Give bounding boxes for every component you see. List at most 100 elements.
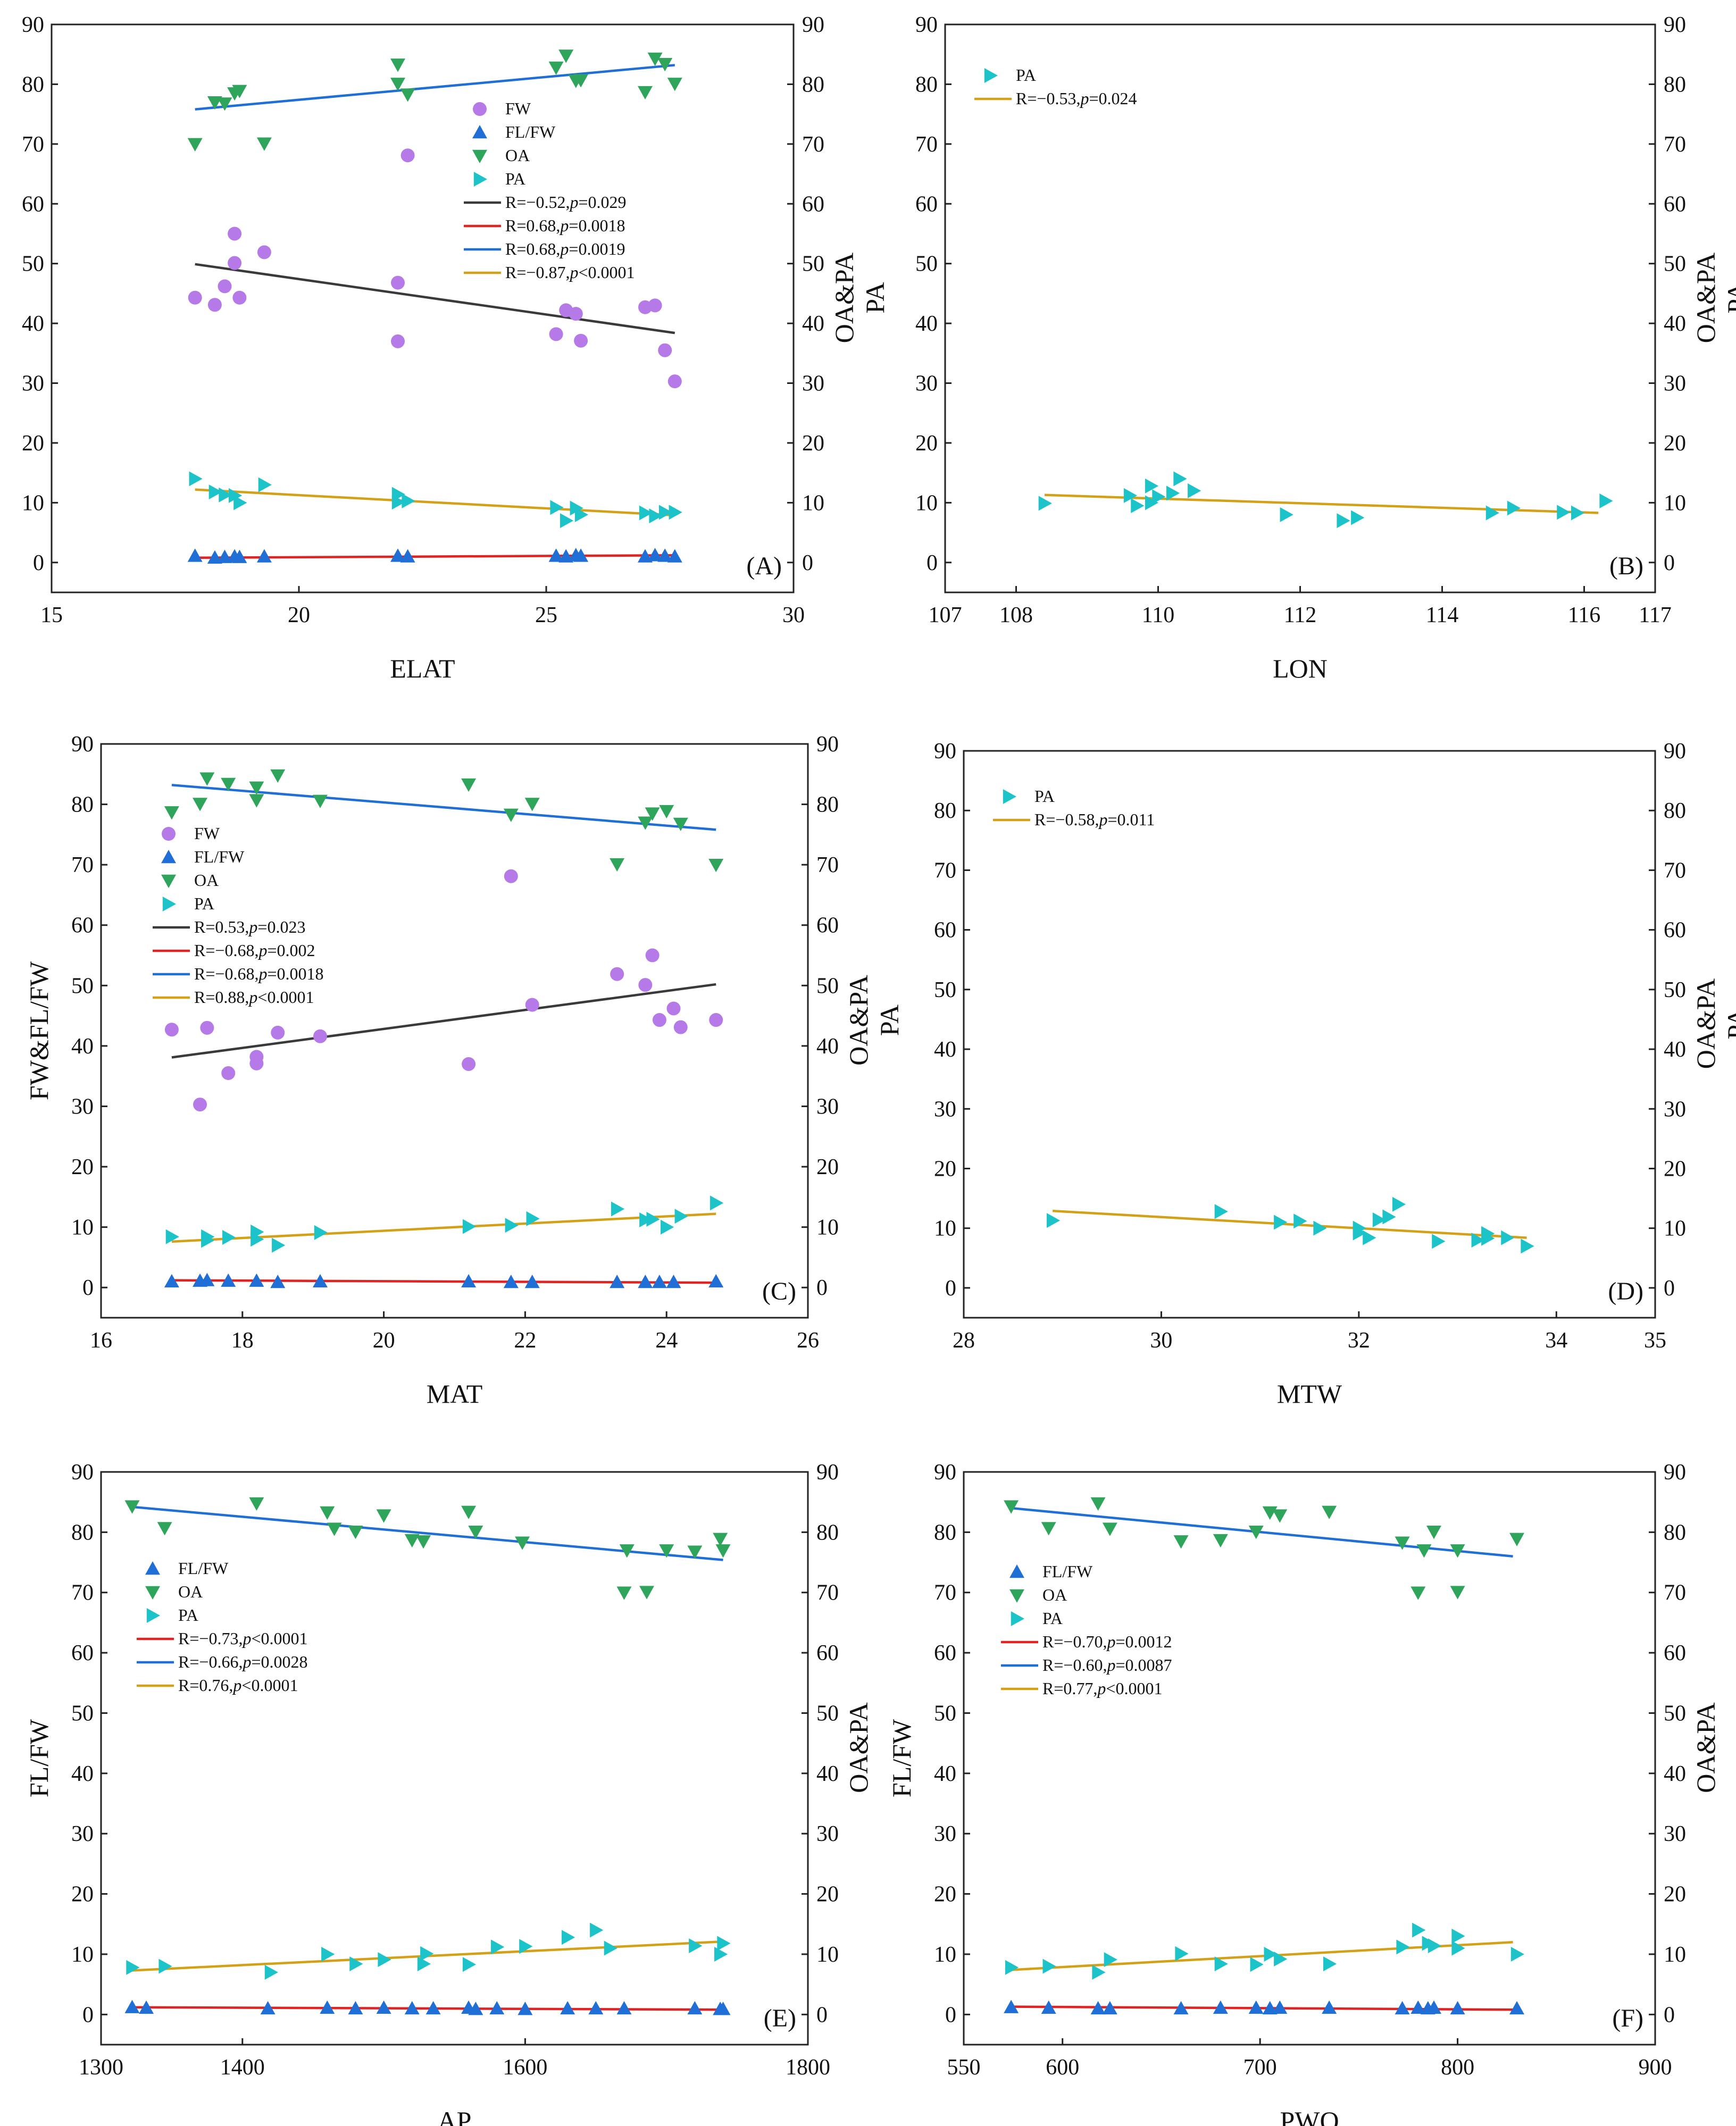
y-tick-label-left: 20	[71, 1155, 94, 1179]
y-tick-label-right: 60	[816, 914, 839, 938]
y-tick-label-right: 30	[816, 1822, 839, 1846]
x-tick-label: 108	[999, 603, 1033, 627]
data-point	[1173, 471, 1187, 487]
y-tick-label-left: 10	[22, 491, 44, 515]
data-point	[649, 508, 663, 524]
chart-panel-e: 0 0 10 10 20 20 30 30 40 40 50 50 60 60 70 70 80 80 90 90 13…	[24, 1460, 873, 2126]
y-tick-label-left: 60	[934, 918, 956, 943]
data-point	[1274, 1952, 1288, 1967]
data-point	[157, 1522, 172, 1536]
data-point	[189, 471, 203, 487]
data-point	[639, 505, 653, 521]
data-point	[666, 1274, 681, 1288]
y-tick-label-right: 70	[816, 1581, 839, 1605]
data-point	[348, 1526, 363, 1539]
y-axis-title-right: OA&PA	[844, 1702, 873, 1793]
y-tick-label-left: 30	[22, 372, 44, 396]
legend-marker	[984, 68, 998, 83]
series-pa	[189, 471, 682, 529]
regression-line	[195, 488, 675, 517]
data-point	[1004, 1500, 1019, 1514]
legend-label: R=−0.58,p=0.011	[1034, 810, 1155, 829]
data-point	[639, 1586, 654, 1600]
legend-label: PA	[505, 169, 525, 188]
data-point	[468, 2002, 483, 2015]
data-point	[126, 1960, 140, 1975]
data-point	[1041, 1522, 1056, 1536]
data-point	[164, 1023, 179, 1037]
x-tick-label: 1300	[79, 2055, 123, 2080]
data-point	[560, 2001, 575, 2015]
x-axis-title: PWQ	[1280, 2106, 1339, 2126]
data-point	[526, 1211, 540, 1226]
data-point	[249, 1056, 264, 1070]
y-tick-label-right: 10	[816, 1216, 839, 1240]
legend-label: PA	[178, 1605, 198, 1625]
y-tick-label-right: 70	[1664, 1581, 1686, 1605]
data-point	[217, 97, 232, 111]
series-oa	[124, 1497, 731, 1600]
data-point	[200, 1020, 214, 1035]
x-tick-label: 22	[514, 1328, 536, 1353]
data-point	[619, 1544, 635, 1558]
data-point	[648, 298, 662, 313]
y-tick-label-left: 80	[71, 1520, 94, 1545]
x-axis-title: MAT	[427, 1379, 483, 1409]
data-point	[207, 298, 222, 312]
data-point	[1501, 1230, 1515, 1245]
y-tick-label-right: 70	[1664, 132, 1686, 157]
series-pa	[1038, 471, 1613, 529]
regression-line	[171, 1212, 716, 1243]
chart-panel-c: 0 0 10 10 20 20 30 30 40 40 50 50 60 60 70 70 80 80 90 90 16…	[24, 732, 904, 1409]
series-fw	[164, 869, 723, 1112]
legend: FW FL/FW OA PA R=0.53,p=0.023 R=−0.68,p=0.002…	[153, 824, 323, 1007]
y-axis-title-right: OA&PA	[1691, 1702, 1721, 1793]
data-point	[667, 374, 682, 389]
plot-frame	[100, 1471, 809, 2046]
data-point	[657, 548, 673, 562]
data-point	[222, 1229, 236, 1245]
y-tick-label-left: 60	[915, 192, 938, 216]
legend: FW FL/FW OA PA R=−0.52,p=0.029 R=0.68,p=0.001…	[464, 99, 635, 282]
y-tick-label-left: 80	[71, 793, 94, 817]
data-point	[570, 500, 583, 516]
y-axis-title-left: FW&FL/FW	[0, 239, 4, 378]
y-tick-label-left: 90	[22, 13, 44, 37]
x-axis-title: AP	[438, 2106, 472, 2126]
data-point	[228, 227, 242, 241]
data-point	[610, 1274, 625, 1288]
data-point	[139, 2000, 154, 2014]
data-point	[1557, 505, 1571, 520]
y-tick-label-left: 60	[22, 192, 44, 216]
data-point	[1090, 2001, 1106, 2015]
data-point	[1396, 1939, 1410, 1955]
x-tick-label: 550	[947, 2055, 981, 2080]
data-point	[588, 2001, 604, 2015]
data-point	[390, 58, 405, 72]
data-point	[1175, 1946, 1189, 1961]
y-tick-label-left: 80	[934, 799, 956, 823]
y-tick-label-right: 0	[816, 1276, 828, 1300]
data-point	[221, 1273, 236, 1287]
y-tick-label-right: 50	[1664, 978, 1686, 1002]
legend: FL/FW OA PA R=−0.70,p=0.0012 R=−0.60,p=0.008…	[1001, 1562, 1172, 1698]
y-tick-label-left: 40	[22, 312, 44, 336]
y-tick-label-left: 90	[71, 1460, 94, 1485]
x-tick-label: 28	[953, 1328, 975, 1353]
series-pa	[1046, 1196, 1534, 1254]
y-tick-label-left: 10	[934, 1943, 956, 1967]
y-tick-label-left: 10	[915, 491, 938, 515]
data-point	[258, 477, 272, 492]
x-tick-label: 1800	[786, 2055, 830, 2080]
y-tick-label-right: 60	[1664, 918, 1686, 943]
legend-label: FW	[194, 824, 220, 843]
data-point	[402, 493, 415, 508]
x-tick-label: 32	[1348, 1328, 1370, 1353]
y-tick-label-right: 60	[1664, 192, 1686, 216]
data-point	[228, 488, 243, 503]
y-tick-label-right: 70	[1664, 858, 1686, 883]
x-axis-title: MTW	[1277, 1379, 1342, 1409]
legend-marker	[146, 1608, 160, 1623]
x-tick-label: 114	[1426, 603, 1458, 627]
y-tick-label-right: 60	[802, 192, 824, 216]
